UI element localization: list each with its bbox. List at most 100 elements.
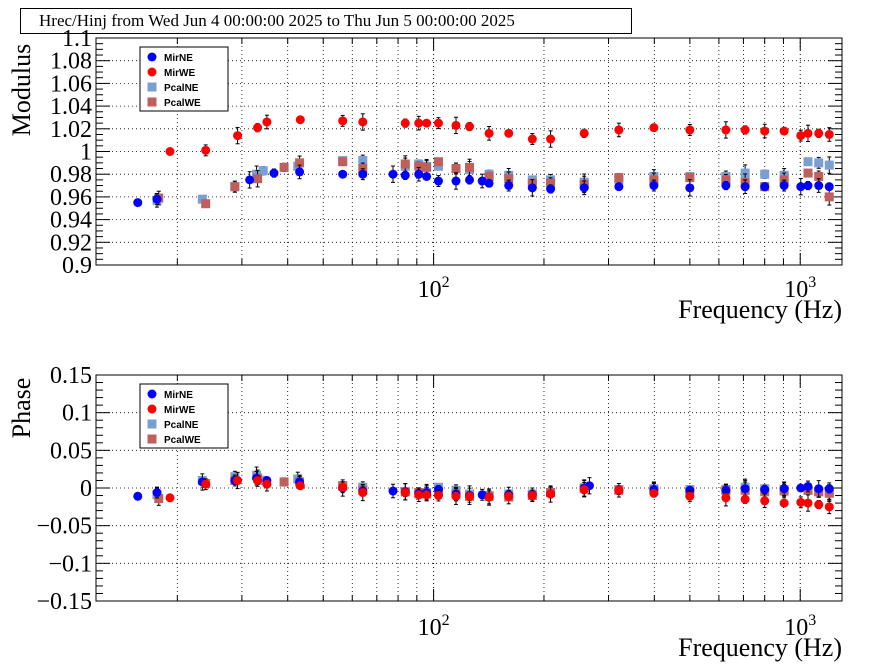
data-point-mirwe — [465, 122, 475, 132]
data-point-mirwe — [338, 482, 348, 492]
legend: MirNE MirWE PcalNE PcalWE — [139, 383, 229, 449]
data-point-mirwe — [295, 481, 305, 491]
data-point-mirne — [358, 169, 368, 179]
data-point-mirwe — [165, 147, 175, 156]
data-point-mirne — [414, 169, 424, 179]
legend-marker — [147, 97, 157, 107]
data-point-mirwe — [484, 492, 494, 502]
legend-marker — [147, 389, 157, 399]
y-tick-label: 0.92 — [50, 230, 92, 256]
data-point-pcalwe — [803, 168, 813, 178]
data-point-mirwe — [824, 129, 834, 139]
data-point-mirwe — [814, 128, 824, 138]
data-point-mirwe — [685, 491, 695, 501]
legend-marker — [147, 67, 157, 77]
data-point-mirne — [779, 484, 789, 494]
chart-title: Hrec/Hinj from Wed Jun 4 00:00:00 2025 t… — [20, 8, 632, 34]
data-point-mirne — [803, 181, 813, 191]
legend: MirNE MirWE PcalNE PcalWE — [139, 46, 229, 112]
data-point-pcalwe — [230, 182, 240, 192]
data-point-pcalwe — [484, 171, 494, 181]
data-point-pcalwe — [614, 173, 624, 183]
y-tick-label: 0.96 — [50, 185, 92, 211]
data-point-pcalne — [358, 156, 368, 166]
y-tick-label: 0.1 — [62, 401, 92, 427]
data-point-pcalne — [740, 168, 750, 178]
data-point-mirwe — [527, 134, 537, 144]
data-point-mirne — [400, 170, 410, 180]
data-point-mirne — [546, 184, 556, 194]
data-point-mirne — [388, 486, 398, 496]
data-point-mirwe — [433, 118, 443, 128]
y-tick-label: 0 — [80, 476, 92, 502]
data-point-pcalwe — [685, 173, 695, 183]
data-point-mirne — [527, 183, 537, 193]
data-point-mirne — [803, 481, 813, 491]
data-layer — [133, 466, 834, 515]
data-point-mirwe — [546, 134, 556, 144]
data-point-mirwe — [253, 123, 263, 133]
data-point-pcalwe — [414, 161, 424, 171]
legend-label: PcalWE — [164, 98, 201, 109]
y-tick-label: 1.06 — [50, 71, 92, 97]
data-point-mirwe — [358, 488, 368, 498]
data-point-pcalwe — [279, 162, 289, 172]
data-point-mirwe — [422, 118, 432, 128]
data-point-pcalwe — [154, 494, 164, 504]
data-point-pcalwe — [422, 162, 432, 172]
legend-label: PcalWE — [164, 435, 201, 446]
y-tick-label: 0.15 — [50, 363, 92, 389]
data-point-pcalwe — [721, 175, 731, 185]
data-point-pcalne — [252, 169, 262, 179]
data-point-mirwe — [779, 498, 789, 508]
y-tick-label: 0.94 — [50, 208, 92, 234]
data-point-mirne — [760, 485, 770, 495]
data-point-mirwe — [796, 497, 806, 507]
data-point-mirwe — [579, 128, 589, 138]
data-point-pcalwe — [546, 178, 556, 188]
legend-marker — [147, 52, 157, 62]
data-point-mirwe — [504, 491, 514, 501]
data-point-mirwe — [253, 475, 263, 485]
data-point-mirwe — [358, 117, 368, 127]
data-point-mirne — [245, 175, 255, 185]
data-point-pcalwe — [295, 158, 305, 168]
data-point-mirne — [814, 181, 824, 191]
y-axis-label: Modulus — [7, 44, 36, 136]
legend-marker — [147, 434, 157, 444]
legend-label: MirWE — [164, 68, 195, 79]
data-point-mirne — [269, 168, 279, 178]
data-point-mirwe — [233, 131, 243, 141]
data-point-mirne — [133, 198, 143, 208]
data-point-mirwe — [803, 498, 813, 508]
data-point-mirwe — [400, 118, 410, 128]
data-point-pcalwe — [433, 157, 443, 167]
legend-label: PcalNE — [164, 83, 199, 94]
data-point-pcalne — [433, 161, 443, 171]
data-point-mirne — [465, 175, 475, 185]
data-point-mirne — [721, 181, 731, 191]
data-point-mirne — [796, 483, 806, 493]
data-point-pcalne — [760, 169, 770, 179]
data-point-pcalne — [803, 157, 813, 167]
data-point-pcalwe — [824, 192, 834, 202]
x-tick-label: 103 — [784, 612, 816, 641]
data-point-mirne — [133, 491, 143, 501]
x-axis-label: Frequency (Hz) — [678, 633, 842, 662]
data-point-pcalne — [197, 194, 207, 204]
y-axis-label: Phase — [7, 378, 36, 439]
y-tick-label: 1.02 — [50, 117, 92, 143]
data-point-mirne — [504, 181, 514, 191]
legend-marker — [147, 419, 157, 429]
data-point-mirne — [295, 167, 305, 177]
data-point-mirwe — [614, 125, 624, 135]
data-point-mirwe — [295, 115, 305, 125]
data-point-mirwe — [760, 126, 770, 136]
data-point-mirne — [338, 169, 348, 179]
legend-label: MirNE — [164, 53, 193, 64]
data-point-mirwe — [803, 128, 813, 138]
legend-label: MirWE — [164, 405, 195, 416]
data-point-mirne — [477, 176, 487, 186]
data-point-mirwe — [504, 128, 514, 138]
